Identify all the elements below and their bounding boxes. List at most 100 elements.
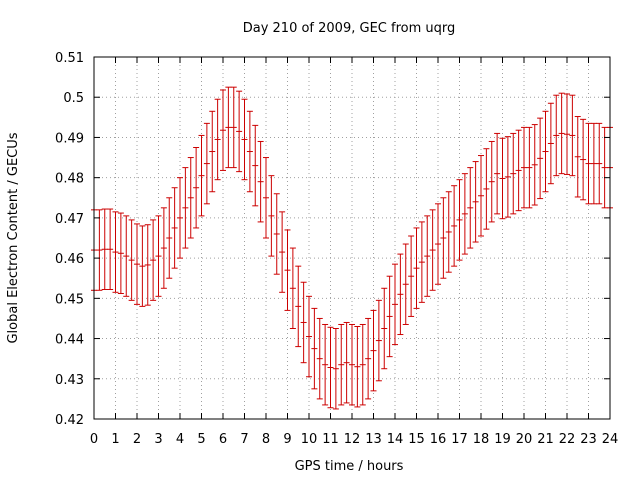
error-bar-point xyxy=(150,219,157,301)
error-bar-point xyxy=(279,211,286,293)
error-bar-point xyxy=(515,129,522,212)
error-bar-point xyxy=(375,299,382,382)
error-bar-point xyxy=(445,191,452,273)
y-tick-label: 0.46 xyxy=(55,252,84,267)
error-bar-point xyxy=(327,326,334,409)
error-bar-point xyxy=(461,173,468,255)
error-bar-point xyxy=(440,197,447,279)
x-tick-label: 11 xyxy=(322,432,339,447)
x-tick-labels: 0 1 2 3 4 5 6 7 8 9 10 11 12 13 14 15 16 17 18 19 20 21 22 23 24 xyxy=(90,432,618,447)
error-bar-point xyxy=(564,93,570,175)
error-bar-point xyxy=(268,175,275,257)
error-bar-point xyxy=(295,265,302,348)
x-tick-label: 3 xyxy=(154,432,162,447)
error-bar-point xyxy=(101,208,108,290)
error-bar-point xyxy=(365,317,372,400)
error-bar-point xyxy=(214,98,221,181)
axis-ticks xyxy=(93,56,611,420)
error-bar-point xyxy=(494,132,501,215)
error-bar-point xyxy=(177,177,183,259)
y-tick-label: 0.47 xyxy=(55,212,84,227)
error-bar-point xyxy=(542,110,549,193)
error-bar-point xyxy=(483,148,490,230)
error-bar-point xyxy=(478,155,484,237)
x-tick-label: 22 xyxy=(559,432,576,447)
error-bar-point xyxy=(171,187,178,269)
error-bar-point xyxy=(209,110,216,193)
error-bar-point xyxy=(128,219,135,301)
x-tick-label: 2 xyxy=(133,432,141,447)
error-bar-point xyxy=(408,235,415,317)
x-tick-label: 1 xyxy=(111,432,119,447)
error-bar-point xyxy=(160,207,167,289)
error-bar-point xyxy=(263,157,269,239)
y-tick-label: 0.45 xyxy=(55,292,84,307)
error-bar-point xyxy=(284,229,291,311)
error-bar-point xyxy=(596,122,603,205)
error-bar-point xyxy=(252,124,259,207)
x-tick-label: 17 xyxy=(451,432,468,447)
error-bar-point xyxy=(306,295,312,378)
error-bar-point xyxy=(472,161,479,243)
x-tick-label: 23 xyxy=(580,432,597,447)
error-bar-point xyxy=(241,98,248,181)
x-tick-label: 8 xyxy=(262,432,270,447)
error-bar-point xyxy=(316,317,323,400)
error-bar-point xyxy=(418,221,425,303)
error-bar-point xyxy=(220,89,226,171)
x-tick-label: 18 xyxy=(473,432,490,447)
error-bar-point xyxy=(386,275,393,358)
y-tick-label: 0.49 xyxy=(55,131,84,146)
y-tick-label: 0.51 xyxy=(55,51,84,66)
error-bar-point xyxy=(203,122,210,205)
error-bar-point xyxy=(547,102,554,185)
error-bar-point xyxy=(392,263,398,346)
error-bar-point xyxy=(429,209,436,291)
x-tick-label: 20 xyxy=(516,432,533,447)
error-bar-point xyxy=(155,215,162,297)
x-tick-label: 10 xyxy=(301,432,318,447)
error-bar-point xyxy=(359,323,366,406)
error-bar-point xyxy=(289,247,296,329)
error-bar-point xyxy=(601,126,608,209)
x-tick-label: 21 xyxy=(537,432,554,447)
error-bar-point xyxy=(451,185,458,267)
x-axis-label: GPS time / hours xyxy=(295,459,404,474)
error-bar-point xyxy=(397,253,404,336)
error-bar-point xyxy=(354,325,361,408)
y-tick-label: 0.42 xyxy=(55,413,84,428)
x-tick-label: 15 xyxy=(408,432,425,447)
error-bar-point xyxy=(349,323,355,406)
error-bar-point xyxy=(456,179,463,261)
error-bar-point xyxy=(435,203,441,285)
chart-title: Day 210 of 2009, GEC from uqrg xyxy=(243,21,456,36)
error-bar-point xyxy=(123,215,130,297)
error-bar-point xyxy=(526,126,533,209)
error-bar-point xyxy=(402,243,409,325)
error-bar-point xyxy=(504,136,511,218)
error-bar-point xyxy=(112,211,119,293)
x-tick-label: 19 xyxy=(494,432,511,447)
error-bar-point xyxy=(144,224,151,306)
error-bar-point xyxy=(531,124,538,206)
error-bar-point xyxy=(499,137,506,220)
error-bar-point xyxy=(510,132,517,215)
error-bar-point xyxy=(273,193,280,275)
error-bar-point xyxy=(225,86,232,169)
error-bar-point xyxy=(332,328,339,410)
error-bar-point xyxy=(139,225,146,307)
error-bar-point xyxy=(488,140,495,223)
error-bar-point xyxy=(569,94,576,177)
x-tick-label: 13 xyxy=(365,432,382,447)
error-bar-point xyxy=(107,208,114,290)
x-tick-label: 7 xyxy=(240,432,248,447)
error-bar-point xyxy=(311,307,318,390)
error-bar-point xyxy=(246,110,253,193)
error-bar-point xyxy=(413,227,420,309)
error-bar-point xyxy=(585,122,592,205)
x-tick-label: 14 xyxy=(387,432,404,447)
y-tick-label: 0.5 xyxy=(63,91,84,106)
x-tick-label: 6 xyxy=(219,432,227,447)
x-tick-label: 12 xyxy=(344,432,361,447)
